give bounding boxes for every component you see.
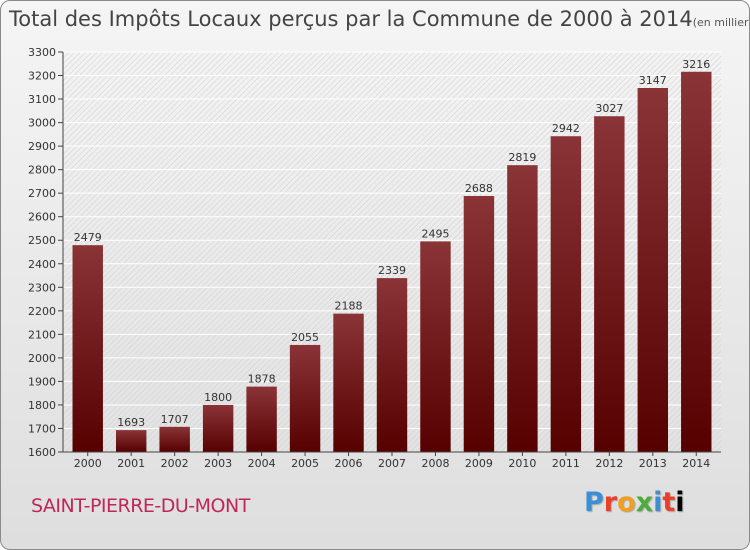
y-tick-label: 2600: [28, 211, 56, 224]
bar-2013: [637, 88, 669, 452]
bar-2007: [376, 278, 408, 452]
bar-2001: [115, 430, 147, 452]
bar-value-label: 3147: [639, 74, 667, 87]
y-tick-label: 3200: [28, 70, 56, 83]
x-tick-label: 2008: [421, 457, 449, 470]
bar-2002: [159, 426, 190, 452]
proxiti-logo: Proxiti: [584, 487, 685, 518]
logo-letter: o: [617, 487, 636, 518]
y-tick-label: 2800: [28, 164, 56, 177]
bar-value-label: 1800: [204, 391, 232, 404]
bar-2012: [594, 116, 625, 452]
y-tick-label: 3100: [28, 93, 56, 106]
y-tick-label: 1800: [28, 399, 56, 412]
bar-value-label: 1707: [161, 413, 189, 426]
y-tick-label: 2700: [28, 187, 56, 200]
logo-letter: r: [603, 487, 618, 518]
title-text: Total des Impôts Locaux perçus par la Co…: [9, 7, 693, 31]
bar-2000: [72, 245, 103, 452]
x-tick-label: 2002: [161, 457, 189, 470]
y-tick-label: 3300: [28, 46, 56, 59]
x-tick-label: 2011: [552, 457, 580, 470]
y-tick-label: 2100: [28, 328, 56, 341]
y-tick-label: 2400: [28, 258, 56, 271]
bar-2005: [289, 344, 321, 452]
bar-value-label: 2339: [378, 264, 406, 277]
x-tick-label: 2009: [465, 457, 493, 470]
bar-value-label: 2688: [465, 182, 493, 195]
bar-2009: [463, 196, 495, 452]
bar-2011: [550, 136, 582, 452]
axes: 1600 1700 1800 1900 2000 2100 2200 2300 2400 2500…: [28, 46, 721, 470]
bar-value-label: 1693: [117, 416, 145, 429]
bar-2003: [202, 404, 234, 452]
y-tick-label: 2300: [28, 281, 56, 294]
y-tick-label: 1900: [28, 375, 56, 388]
x-tick-label: 2003: [204, 457, 232, 470]
y-tick-label: 2000: [28, 352, 56, 365]
bar-2014: [681, 71, 712, 452]
x-tick-label: 2010: [508, 457, 536, 470]
x-tick-label: 2014: [682, 457, 710, 470]
bar-value-label: 2479: [74, 231, 102, 244]
bar-value-label: 2055: [291, 331, 319, 344]
logo-letter: i: [653, 487, 663, 518]
bar-value-label: 2942: [552, 122, 580, 135]
bars: 2479 1693 1707 1800 1878 2055 2188 2339 2495 2688…: [72, 58, 712, 453]
bar-value-label: 3027: [595, 102, 623, 115]
bar-2006: [333, 313, 364, 452]
y-tick-label: 3000: [28, 117, 56, 130]
x-tick-label: 2007: [378, 457, 406, 470]
y-tick-label: 1700: [28, 422, 56, 435]
x-tick-label: 2004: [248, 457, 276, 470]
bar-2010: [507, 165, 538, 453]
x-tick-label: 2006: [335, 457, 363, 470]
chart-title: Total des Impôts Locaux perçus par la Co…: [9, 7, 749, 31]
y-tick-label: 2200: [28, 305, 56, 318]
bar-2004: [246, 386, 277, 452]
y-tick-label: 1600: [28, 446, 56, 459]
logo-letter: x: [635, 487, 654, 518]
y-tick-label: 2900: [28, 140, 56, 153]
x-tick-label: 2012: [595, 457, 623, 470]
x-tick-label: 2000: [74, 457, 102, 470]
title-unit: (en milliers d'€): [692, 16, 749, 29]
x-tick-label: 2005: [291, 457, 319, 470]
y-tick-label: 2500: [28, 234, 56, 247]
bar-2008: [420, 241, 451, 452]
bar-value-label: 1878: [248, 373, 276, 386]
bar-value-label: 2819: [508, 151, 536, 164]
x-tick-label: 2013: [639, 457, 667, 470]
bar-value-label: 3216: [682, 58, 710, 71]
commune-name: SAINT-PIERRE-DU-MONT: [31, 495, 250, 517]
logo-letter: t: [662, 487, 676, 518]
x-tick-label: 2001: [117, 457, 145, 470]
logo-letter: P: [584, 487, 604, 518]
bar-value-label: 2495: [421, 227, 449, 240]
bar-value-label: 2188: [335, 300, 363, 313]
logo-letter: i: [675, 487, 685, 518]
